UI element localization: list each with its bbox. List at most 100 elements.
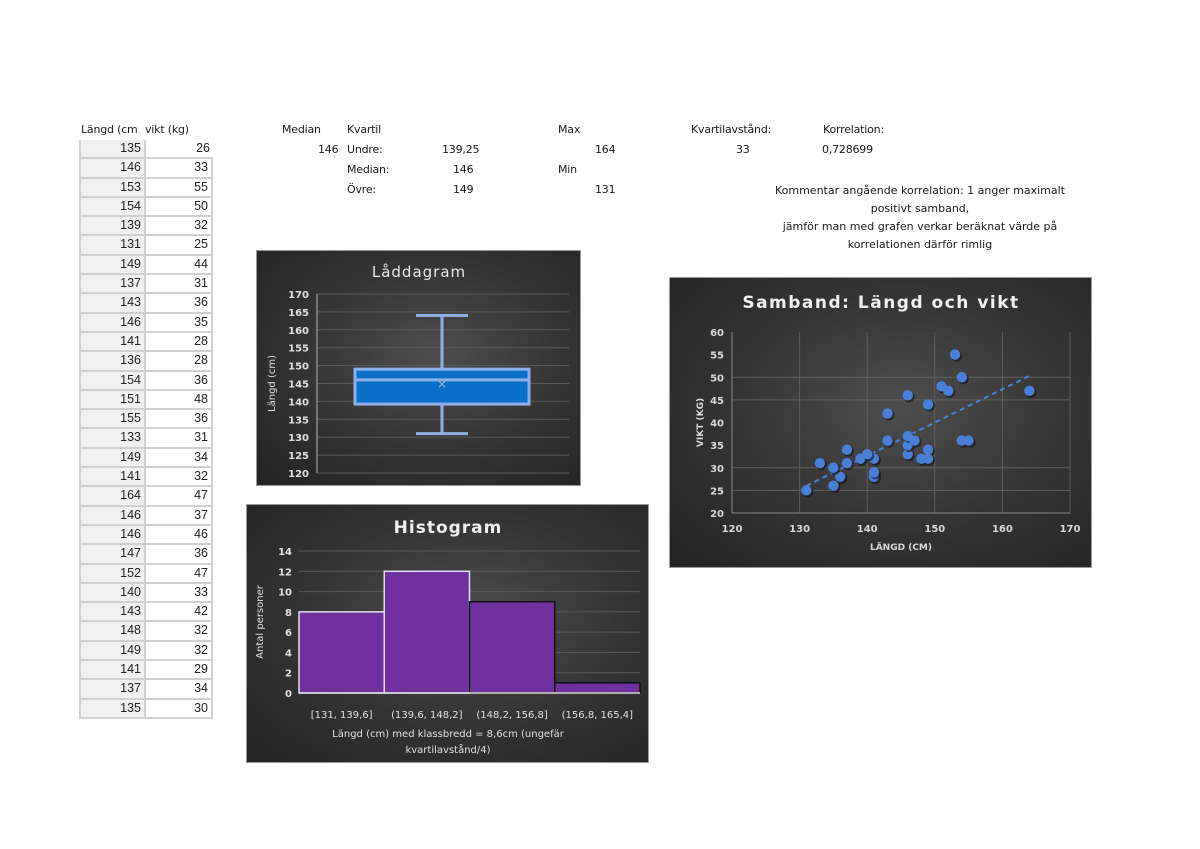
length-cell[interactable]: 149 — [79, 641, 146, 660]
min-value[interactable]: 131 — [595, 183, 616, 196]
chart-title: Samband: Längd och vikt — [742, 293, 1019, 313]
weight-cell[interactable]: 46 — [146, 525, 213, 544]
svg-text:8: 8 — [285, 608, 292, 619]
weight-cell[interactable]: 32 — [146, 468, 213, 486]
weight-cell[interactable]: 47 — [146, 487, 213, 505]
table-row: 146 33 — [79, 159, 213, 179]
length-cell[interactable]: 136 — [79, 352, 146, 370]
svg-text:170: 170 — [1060, 524, 1081, 535]
length-cell[interactable]: 133 — [79, 429, 146, 447]
weight-cell[interactable]: 37 — [146, 506, 213, 524]
weight-cell[interactable]: 50 — [146, 197, 213, 216]
weight-cell[interactable]: 34 — [146, 448, 213, 467]
weight-cell[interactable]: 25 — [146, 236, 213, 254]
table-row: 135 30 — [79, 699, 213, 719]
length-cell[interactable]: 154 — [79, 371, 146, 389]
histogram-bar — [298, 611, 385, 694]
length-cell[interactable]: 147 — [79, 545, 146, 563]
weight-cell[interactable]: 35 — [146, 313, 213, 331]
weight-cell[interactable]: 28 — [146, 352, 213, 370]
length-cell[interactable]: 141 — [79, 468, 146, 486]
length-cell[interactable]: 152 — [79, 564, 146, 582]
svg-text:150: 150 — [924, 524, 945, 535]
length-cell[interactable]: 137 — [79, 275, 146, 293]
svg-text:✕: ✕ — [437, 378, 447, 392]
length-cell[interactable]: 135 — [79, 699, 146, 717]
length-cell[interactable]: 164 — [79, 487, 146, 505]
length-cell[interactable]: 137 — [79, 680, 146, 698]
length-cell[interactable]: 140 — [79, 583, 146, 602]
svg-text:25: 25 — [710, 486, 724, 497]
length-cell[interactable]: 149 — [79, 448, 146, 467]
max-value[interactable]: 164 — [595, 143, 616, 156]
svg-text:VIKT (KG): VIKT (KG) — [696, 398, 706, 447]
weight-cell[interactable]: 34 — [146, 680, 213, 698]
svg-text:(148,2, 156,8]: (148,2, 156,8] — [476, 710, 548, 721]
weight-cell[interactable]: 36 — [146, 294, 213, 312]
weight-cell[interactable]: 36 — [146, 410, 213, 428]
length-cell[interactable]: 153 — [79, 178, 146, 196]
length-cell[interactable]: 143 — [79, 294, 146, 312]
weight-cell[interactable]: 32 — [146, 641, 213, 660]
svg-text:(139,6, 148,2]: (139,6, 148,2] — [391, 710, 463, 721]
length-cell[interactable]: 149 — [79, 255, 146, 274]
table-row: 139 32 — [79, 217, 213, 237]
box-plot-chart[interactable]: Låddagram 120 125 130 135 140 145 150 155 160 165 1… — [256, 250, 581, 486]
length-cell[interactable]: 146 — [79, 313, 146, 331]
svg-text:20: 20 — [710, 509, 724, 520]
weight-cell[interactable]: 36 — [146, 371, 213, 389]
weight-cell[interactable]: 55 — [146, 178, 213, 196]
weight-cell[interactable]: 32 — [146, 217, 213, 235]
weight-cell[interactable]: 30 — [146, 699, 213, 717]
upper-quartile-value[interactable]: 149 — [453, 183, 474, 196]
correlation-value[interactable]: 0,728699 — [822, 143, 873, 156]
table-row: 164 47 — [79, 487, 213, 507]
length-cell[interactable]: 154 — [79, 197, 146, 216]
weight-cell[interactable]: 33 — [146, 159, 213, 177]
table-row: 146 35 — [79, 313, 213, 333]
length-cell[interactable]: 135 — [79, 140, 146, 158]
histogram-chart[interactable]: Histogram 0 2 4 6 8 10 12 14 Antal personer [131, … — [246, 504, 649, 763]
iqr-value[interactable]: 33 — [736, 143, 750, 156]
scatter-point — [963, 435, 974, 446]
length-cell[interactable]: 139 — [79, 217, 146, 235]
length-cell[interactable]: 141 — [79, 661, 146, 679]
svg-text:2: 2 — [285, 669, 292, 680]
length-cell[interactable]: 141 — [79, 332, 146, 351]
weight-cell[interactable]: 36 — [146, 545, 213, 563]
weight-cell[interactable]: 29 — [146, 661, 213, 679]
weight-cell[interactable]: 48 — [146, 390, 213, 409]
length-cell[interactable]: 151 — [79, 390, 146, 409]
weight-cell[interactable]: 31 — [146, 275, 213, 293]
length-cell[interactable]: 146 — [79, 159, 146, 177]
weight-cell[interactable]: 28 — [146, 332, 213, 351]
scatter-chart[interactable]: Samband: Längd och vikt 120 130 140 150 160 17… — [669, 277, 1092, 568]
table-row: 135 26 — [79, 140, 213, 160]
svg-text:kvartilavstånd/4): kvartilavstånd/4) — [405, 743, 490, 756]
weight-cell[interactable]: 42 — [146, 603, 213, 621]
table-row: 147 36 — [79, 545, 213, 565]
table-row: 137 31 — [79, 275, 213, 295]
table-row: 137 34 — [79, 680, 213, 700]
svg-text:12: 12 — [278, 567, 292, 578]
length-cell[interactable]: 148 — [79, 622, 146, 640]
length-cell[interactable]: 146 — [79, 506, 146, 524]
length-cell[interactable]: 155 — [79, 410, 146, 428]
table-row: 141 29 — [79, 661, 213, 681]
median-value[interactable]: 146 — [318, 143, 339, 156]
length-cell[interactable]: 146 — [79, 525, 146, 544]
median2-value[interactable]: 146 — [453, 163, 474, 176]
min-label: Min — [558, 163, 577, 176]
lower-quartile-value[interactable]: 139,25 — [442, 143, 480, 156]
weight-cell[interactable]: 32 — [146, 622, 213, 640]
table-row: 143 42 — [79, 603, 213, 623]
weight-cell[interactable]: 44 — [146, 255, 213, 274]
length-cell[interactable]: 131 — [79, 236, 146, 254]
scatter-point — [1024, 385, 1035, 397]
weight-cell[interactable]: 47 — [146, 564, 213, 582]
length-cell[interactable]: 143 — [79, 603, 146, 621]
weight-cell[interactable]: 26 — [146, 140, 213, 158]
table-row: 146 37 — [79, 506, 213, 526]
weight-cell[interactable]: 33 — [146, 583, 213, 602]
weight-cell[interactable]: 31 — [146, 429, 213, 447]
